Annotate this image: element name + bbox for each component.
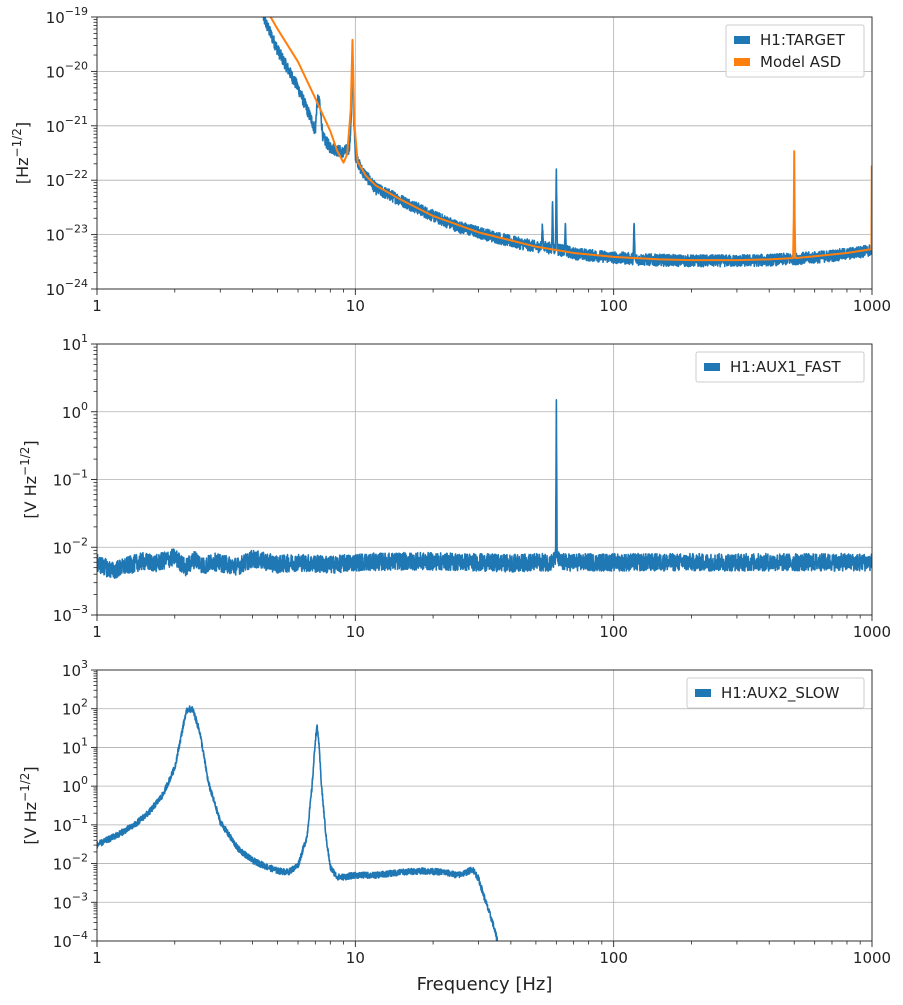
x-axis: 1 10 100 1000 <box>92 289 891 315</box>
legend: H1:TARGET Model ASD <box>725 24 865 78</box>
y-tick-label: 10−4 <box>53 929 88 951</box>
legend-label: Model ASD <box>760 53 841 71</box>
legend-label: H1:TARGET <box>760 31 846 49</box>
y-tick-label: 10−24 <box>46 277 88 299</box>
y-tick-label: 10−1 <box>53 813 88 835</box>
y-tick-label: 10−2 <box>53 852 88 874</box>
x-tick-label: 1000 <box>853 297 891 315</box>
y-tick-label: 10−2 <box>53 535 88 557</box>
x-tick-label: 1000 <box>853 623 891 641</box>
y-axis: 10−3 10−2 10−1 100 101 <box>53 332 97 625</box>
legend-swatch <box>704 363 720 371</box>
y-tick-label: 10−3 <box>53 890 88 912</box>
x-tick-label: 1 <box>92 623 102 641</box>
legend-label: H1:AUX2_SLOW <box>721 684 840 703</box>
y-tick-label: 10−23 <box>46 223 88 245</box>
legend-swatch <box>734 58 750 66</box>
panel-aux2-slow: 1 10 100 1000 10−4 10−3 10−2 10−1 100 101 102 103 [V… <box>18 658 891 995</box>
x-tick-label: 100 <box>599 297 628 315</box>
x-axis: 1 10 100 1000 <box>92 615 891 641</box>
y-tick-label: 10−22 <box>46 168 88 190</box>
series-line-model-asd <box>269 17 872 262</box>
x-tick-label: 10 <box>346 297 365 315</box>
y-tick-label: 101 <box>62 332 88 354</box>
legend-swatch <box>695 689 711 697</box>
y-axis-label: [V Hz−1/2] <box>18 766 40 844</box>
x-tick-label: 10 <box>346 949 365 967</box>
x-tick-label: 100 <box>599 949 628 967</box>
x-tick-label: 100 <box>599 623 628 641</box>
y-tick-label: 102 <box>62 697 88 719</box>
x-tick-label: 1000 <box>853 949 891 967</box>
series-line-h1-aux2-slow <box>97 705 499 941</box>
legend-box <box>725 24 865 78</box>
series-group <box>97 705 499 941</box>
y-tick-label: 10−20 <box>46 59 88 81</box>
grid <box>96 343 873 616</box>
legend: H1:AUX2_SLOW <box>686 677 865 709</box>
panel-aux1-fast: 1 10 100 1000 10−3 10−2 10−1 100 101 [V Hz−1/2] H1… <box>18 332 891 641</box>
y-tick-label: 100 <box>62 400 88 422</box>
y-tick-label: 10−3 <box>53 603 88 625</box>
series-group <box>97 399 872 579</box>
y-tick-label: 10−19 <box>46 5 88 27</box>
plot-frame <box>96 669 873 942</box>
x-tick-label: 1 <box>92 297 102 315</box>
legend-box <box>686 677 865 709</box>
y-tick-label: 10−21 <box>46 114 88 136</box>
legend: H1:AUX1_FAST <box>695 351 865 383</box>
y-tick-label: 10−1 <box>53 468 88 490</box>
plot-frame <box>96 16 873 290</box>
x-tick-label: 10 <box>346 623 365 641</box>
panel-target-asd: 1 10 100 1000 10−24 10−23 10−22 10−21 10−20 10−19… <box>10 5 891 315</box>
y-axis: 10−24 10−23 10−22 10−21 10−20 10−19 <box>46 5 97 299</box>
x-axis-label: Frequency [Hz] <box>417 974 553 995</box>
x-tick-label: 1 <box>92 949 102 967</box>
y-axis: 10−4 10−3 10−2 10−1 100 101 102 103 <box>53 658 97 951</box>
y-tick-label: 101 <box>62 735 88 757</box>
y-axis-label: [V Hz−1/2] <box>18 440 40 518</box>
legend-box <box>695 351 865 383</box>
y-tick-label: 103 <box>62 658 88 680</box>
y-axis-label: [Hz−1/2] <box>10 122 32 184</box>
x-axis: 1 10 100 1000 <box>92 941 891 967</box>
series-group <box>262 17 872 268</box>
legend-label: H1:AUX1_FAST <box>730 358 841 377</box>
y-tick-label: 100 <box>62 774 88 796</box>
series-line-h1-aux1-fast <box>97 399 872 579</box>
legend-swatch <box>734 36 750 44</box>
